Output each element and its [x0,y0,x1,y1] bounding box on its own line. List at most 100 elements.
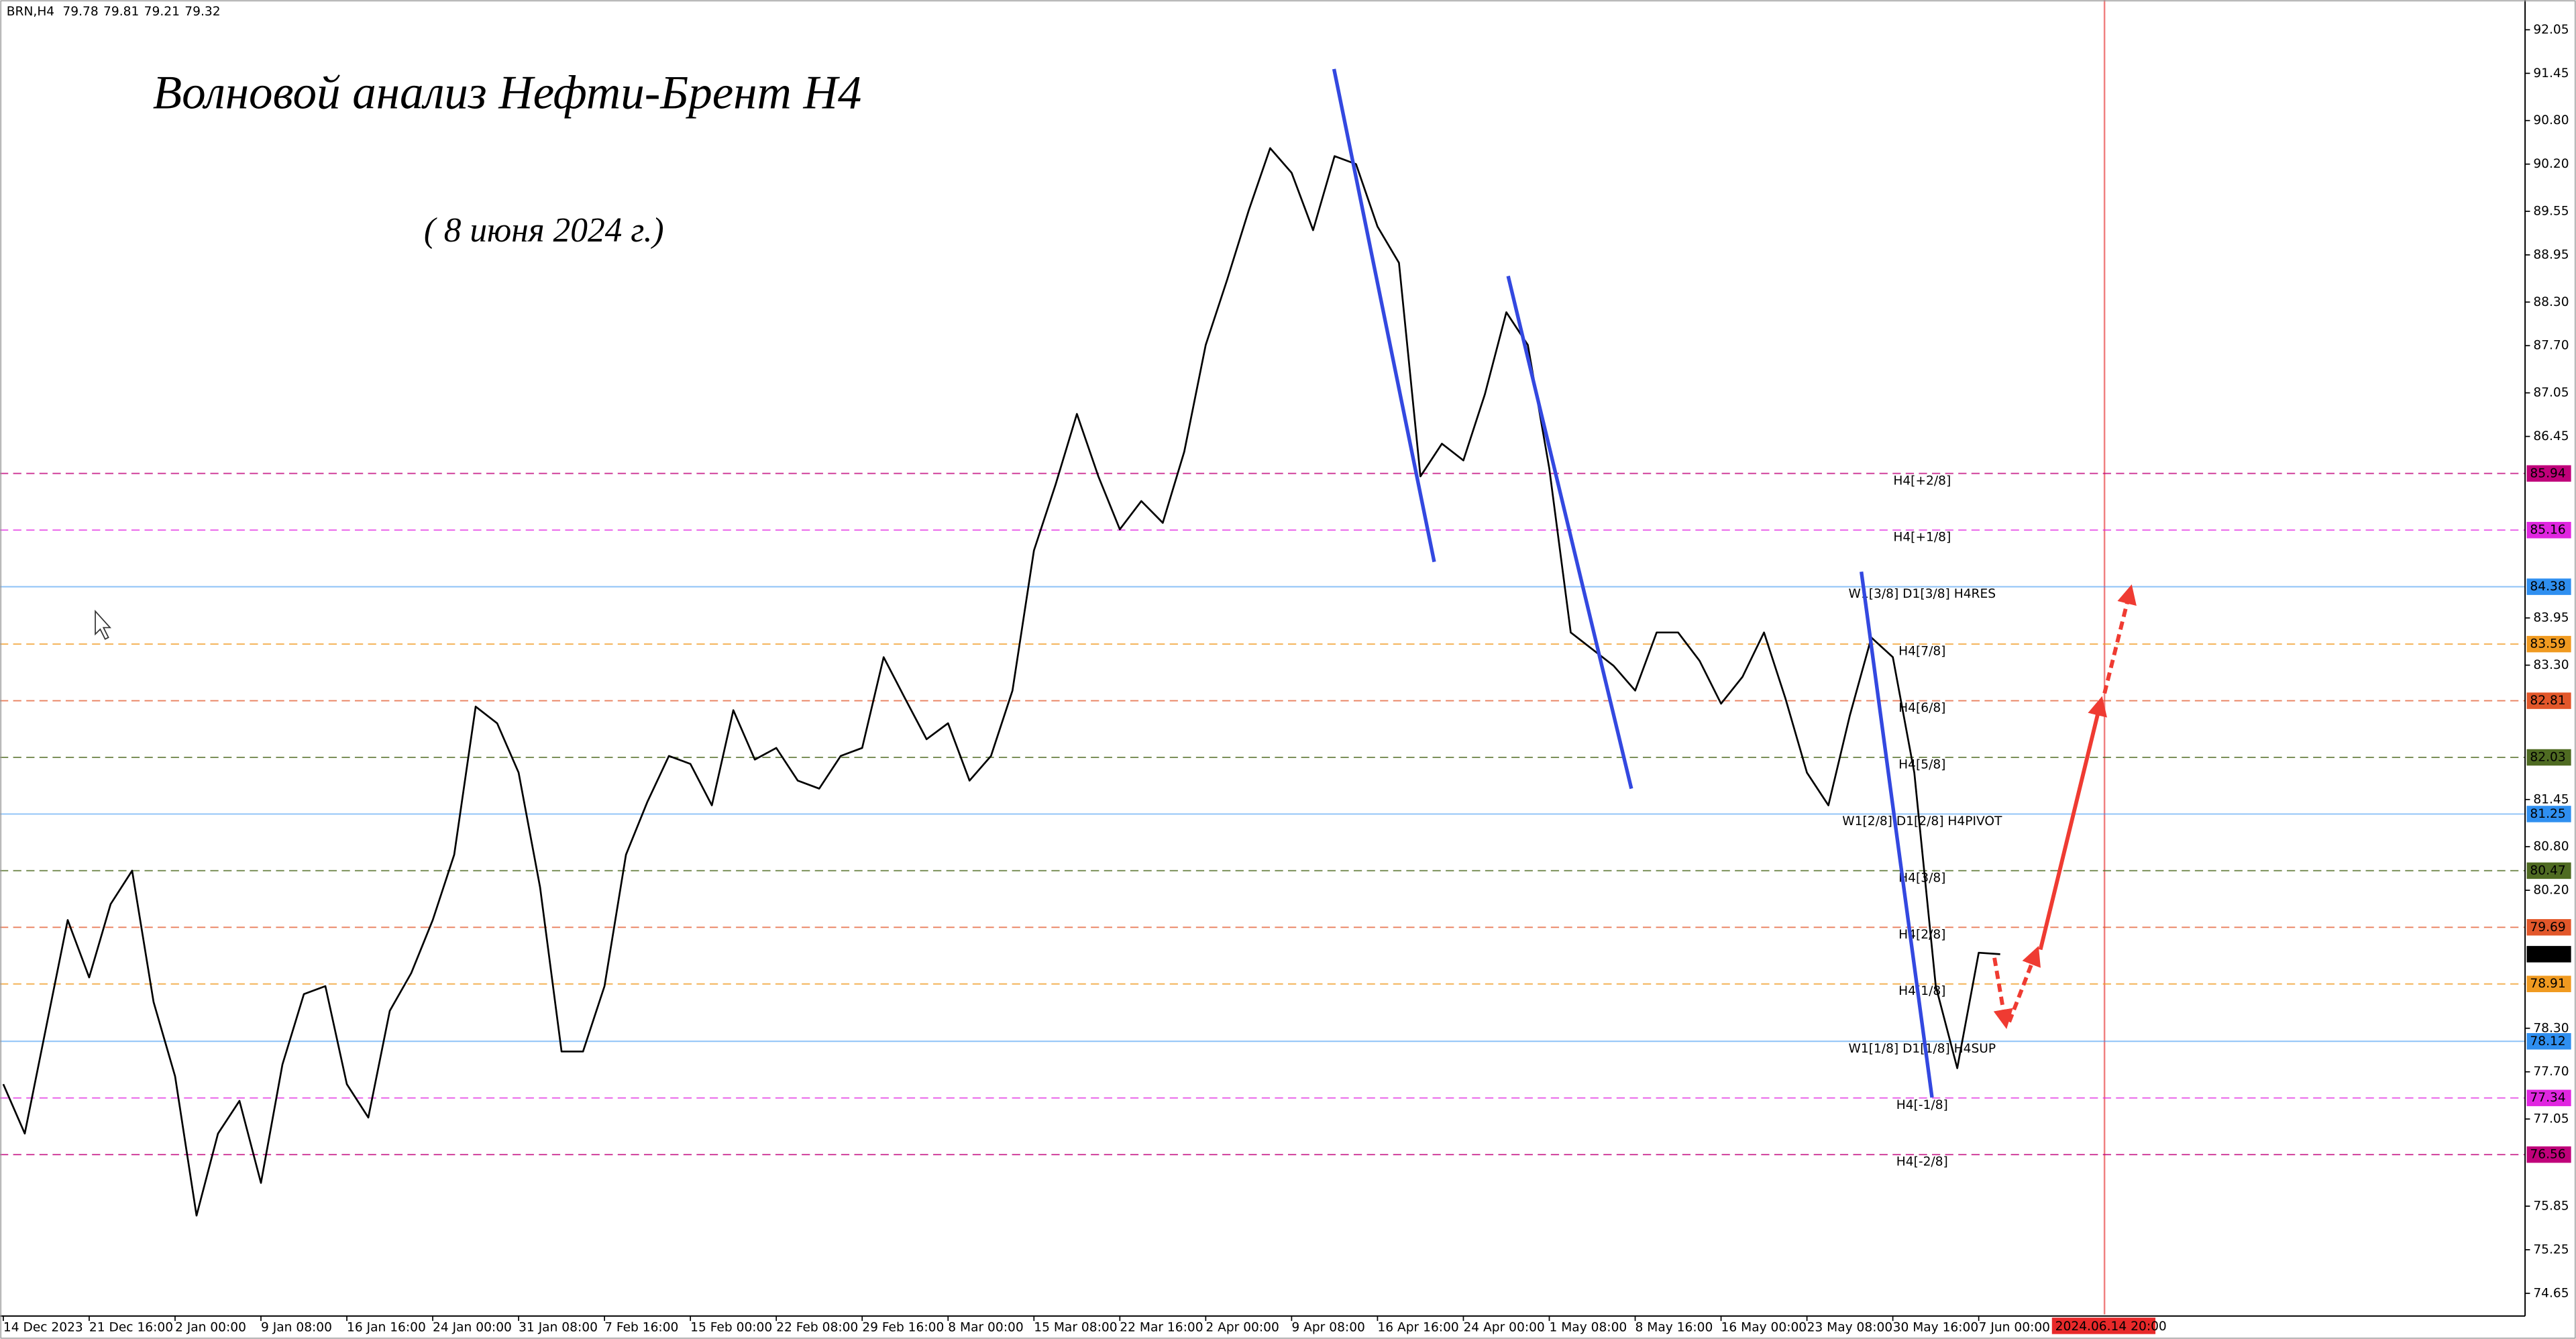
level-name: W1[2/8] D1[2/8] H4PIVOT [1842,814,2002,828]
level-price-label: 85.16 [2530,523,2565,537]
trend-lines [1332,68,1934,1098]
axis-labels: 85.94 85.16 84.38 83.59 82.81 82.03 81.25 80.47… [2051,465,2571,1334]
price-line [2,147,2000,1217]
x-tick-label: 24 Jan 00:00 [433,1320,512,1334]
x-tick-label: 16 Jan 16:00 [347,1320,426,1334]
level-price-box [2526,1089,2571,1106]
level-name: W1[1/8] D1[1/8] H4SUP [1848,1042,1996,1056]
chart-title: Волновой анализ Нефти-Брент H4 [153,67,862,119]
y-tick-label: 75.85 [2533,1199,2569,1213]
x-tick-label: 9 Apr 08:00 [1291,1320,1364,1334]
x-tick-label: 22 Mar 16:00 [1120,1320,1203,1334]
forecast-arrows [1992,584,2137,1030]
level-name: H4[6/8] [1898,701,1945,715]
x-tick-label: 24 Apr 00:00 [1463,1320,1544,1334]
level-price-label: 79.69 [2530,920,2565,934]
x-tick-label: 14 Dec 2023 [3,1320,83,1334]
x-tick-label: 8 Mar 00:00 [948,1320,1023,1334]
y-tick-label: 90.20 [2533,157,2569,171]
level-price-box [2526,919,2571,936]
y-tick-label: 87.70 [2533,339,2569,353]
level-price-box [2526,749,2571,766]
time-marker-label: 2024.06.14 20:00 [2055,1320,2167,1334]
y-tick-label: 83.95 [2533,611,2569,625]
x-tick-label: 21 Dec 16:00 [89,1320,173,1334]
mouse-cursor [95,609,112,640]
y-tick-label: 78.30 [2533,1021,2569,1035]
x-tick-label: 30 May 16:00 [1893,1320,1979,1334]
y-tick-label: 88.30 [2533,295,2569,309]
trend-line [1506,275,1633,790]
forecast-arrow [2102,584,2137,694]
y-tick-label: 77.05 [2533,1112,2569,1126]
x-tick-label: 22 Feb 08:00 [776,1320,858,1334]
chart-header: BRN,H4 79.78 79.81 79.21 79.32 [7,5,221,19]
level-name: H4[-1/8] [1896,1098,1948,1112]
level-name: H4[+2/8] [1893,474,1951,488]
y-tick-label: 92.05 [2533,23,2569,37]
level-price-label: 76.56 [2530,1148,2565,1162]
y-tick-label: 90.80 [2533,113,2569,127]
x-tick-label: 31 Jan 08:00 [519,1320,598,1334]
x-tick-label: 2 Apr 00:00 [1205,1320,1279,1334]
time-marker-box [2051,1318,2156,1334]
x-tick-label: 7 Feb 16:00 [604,1320,678,1334]
x-tick-label: 9 Jan 08:00 [261,1320,332,1334]
last-price-label: 79.32 [2530,947,2565,961]
level-price-box [2526,1146,2571,1163]
level-name: H4[7/8] [1898,645,1945,659]
x-tick-label: 15 Feb 00:00 [690,1320,772,1334]
trend-line [1332,68,1436,563]
level-price-label: 83.59 [2530,637,2565,651]
level-price-box [2526,806,2571,822]
header-open: 79.78 [62,5,98,19]
y-tick-label: 80.80 [2533,840,2569,854]
level-price-label: 84.38 [2530,580,2565,594]
level-price-label: 77.34 [2530,1091,2565,1105]
y-tick-label: 75.25 [2533,1242,2569,1256]
level-price-box [2526,862,2571,879]
level-price-label: 80.47 [2530,863,2565,877]
level-price-box [2526,975,2571,992]
header-symbol: BRN,H4 [7,5,54,19]
x-tick-label: 7 Jun 00:00 [1979,1320,2050,1334]
level-name: W1[3/8] D1[3/8] H4RES [1849,587,1996,601]
trend-line [1860,571,1934,1098]
x-tick-label: 8 May 16:00 [1635,1320,1713,1334]
level-name: H4[5/8] [1898,758,1945,772]
chart-subtitle: ( 8 июня 2024 г.) [424,211,664,250]
level-name: H4[1/8] [1898,984,1945,998]
forecast-arrow [1992,957,2013,1030]
y-tick-label: 77.70 [2533,1065,2569,1079]
level-price-box [2526,465,2571,482]
y-tick-label: 81.45 [2533,792,2569,806]
level-price-box [2526,1033,2571,1050]
level-price-label: 85.94 [2530,466,2565,480]
y-tick-label: 74.65 [2533,1286,2569,1300]
header-close: 79.32 [184,5,220,19]
level-price-label: 81.25 [2530,807,2565,821]
x-tick-label: 15 Mar 08:00 [1034,1320,1117,1334]
level-price-box [2526,692,2571,709]
x-tick-label: 16 Apr 16:00 [1377,1320,1458,1334]
x-tick-label: 2 Jan 00:00 [175,1320,246,1334]
y-tick-label: 86.45 [2533,429,2569,443]
x-tick-label: 16 May 00:00 [1721,1320,1807,1334]
level-price-label: 78.91 [2530,977,2565,991]
header-high: 79.81 [103,5,139,19]
level-price-label: 82.03 [2530,751,2565,765]
header-low: 79.21 [144,5,180,19]
level-price-label: 82.81 [2530,694,2565,708]
last-price-box [2526,946,2571,963]
level-price-box [2526,635,2571,653]
y-tick-label: 89.55 [2533,204,2569,218]
y-tick-label: 83.30 [2533,658,2569,672]
x-tick-label: 23 May 08:00 [1807,1320,1893,1334]
forecast-arrow [2038,696,2107,951]
level-name: H4[2/8] [1898,928,1945,942]
y-tick-label: 87.05 [2533,386,2569,400]
level-name: H4[3/8] [1898,871,1945,885]
